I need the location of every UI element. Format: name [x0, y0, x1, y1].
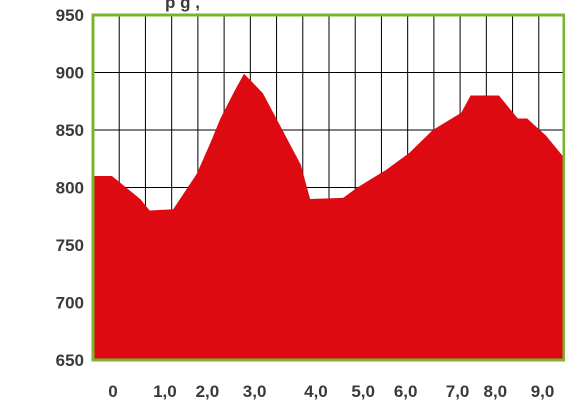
x-tick-label: 7,0 — [446, 382, 470, 401]
y-axis-tick-labels: 650 700 750 800 850 900 950 — [56, 6, 84, 370]
area-series — [93, 73, 565, 360]
y-tick-label: 950 — [56, 6, 84, 25]
x-tick-label: 1,0 — [153, 382, 177, 401]
x-tick-label: 2,0 — [196, 382, 220, 401]
x-tick-label: 0 — [108, 382, 117, 401]
x-tick-label: 5,0 — [351, 382, 375, 401]
y-tick-label: 900 — [56, 64, 84, 83]
x-tick-label: 6,0 — [394, 382, 418, 401]
x-tick-label: 8,0 — [483, 382, 507, 401]
elevation-area — [93, 73, 565, 360]
x-axis-tick-labels: 0 1,0 2,0 3,0 4,0 5,0 6,0 7,0 8,0 9,0 — [108, 382, 554, 401]
y-tick-label: 800 — [56, 179, 84, 198]
y-tick-label: 700 — [56, 294, 84, 313]
y-tick-label: 850 — [56, 121, 84, 140]
chart-title-fragment: p g , — [165, 0, 200, 12]
x-tick-label: 9,0 — [531, 382, 555, 401]
y-tick-label: 650 — [56, 351, 84, 370]
plot-border — [91, 13, 565, 362]
plot-frame — [91, 13, 565, 362]
y-tick-label: 750 — [56, 236, 84, 255]
x-tick-label: 3,0 — [243, 382, 267, 401]
x-tick-label: 4,0 — [304, 382, 328, 401]
